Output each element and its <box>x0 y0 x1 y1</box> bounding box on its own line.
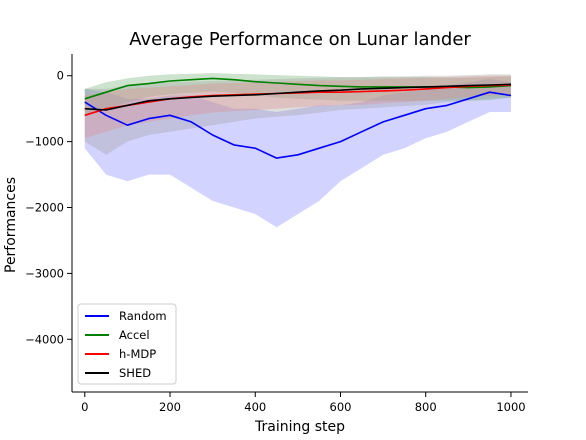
x-ticks: 0 200 400 600 800 1000 <box>81 392 526 414</box>
y-ticks: 0 −1000 −2000 −3000 −4000 <box>25 69 72 346</box>
legend-label-random: Random <box>119 309 167 323</box>
y-tick-label: −2000 <box>25 201 64 215</box>
x-tick-label: 400 <box>244 400 266 414</box>
chart-title: Average Performance on Lunar lander <box>129 29 471 50</box>
legend: Random Accel h-MDP SHED <box>77 303 177 385</box>
series-bands <box>84 73 512 228</box>
line-random <box>84 91 512 159</box>
y-axis-label: Performances <box>3 177 19 273</box>
y-tick-label: −3000 <box>25 266 64 280</box>
x-axis-label: Training step <box>254 419 345 435</box>
x-tick-label: 0 <box>81 400 88 414</box>
axes <box>71 54 528 393</box>
y-tick-label: −4000 <box>25 332 64 346</box>
band-accel <box>84 73 512 116</box>
band-shed <box>84 74 512 155</box>
series-lines <box>84 77 512 159</box>
x-tick-label: 800 <box>415 400 437 414</box>
legend-box <box>77 303 177 385</box>
legend-label-accel: Accel <box>119 328 150 342</box>
x-tick-label: 1000 <box>496 400 525 414</box>
legend-label-h-mdp: h-MDP <box>119 347 156 361</box>
x-tick-label: 600 <box>330 400 352 414</box>
x-tick-label: 200 <box>159 400 181 414</box>
band-h-mdp <box>84 75 512 139</box>
legend-label-shed: SHED <box>119 366 151 380</box>
y-tick-label: −1000 <box>25 135 64 149</box>
y-tick-label: 0 <box>57 69 64 83</box>
line-shed <box>84 83 512 111</box>
